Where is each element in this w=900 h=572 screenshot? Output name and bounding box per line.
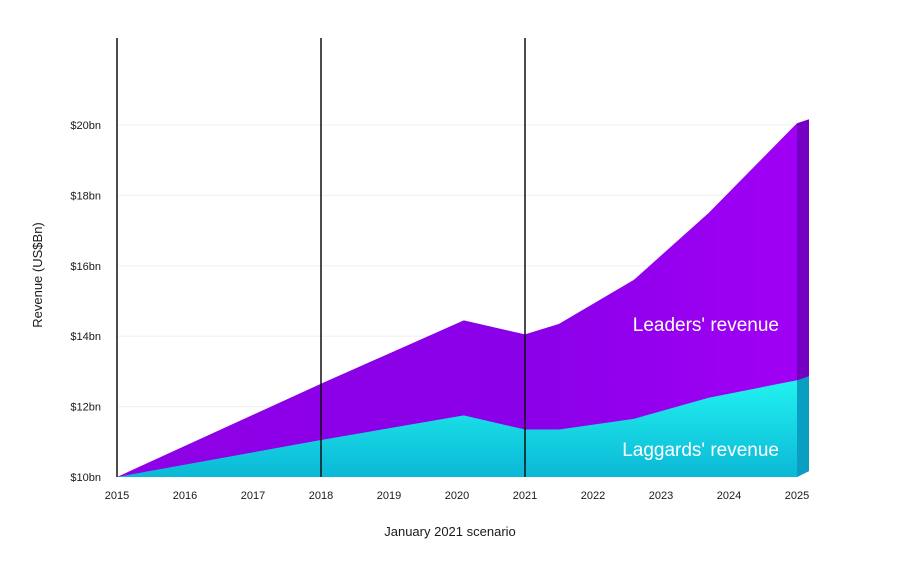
series-labels: Leaders' revenue Laggards' revenue bbox=[622, 315, 779, 461]
y-axis-title: Revenue (US$Bn) bbox=[30, 222, 45, 328]
series-label-laggards: Laggards' revenue bbox=[622, 440, 779, 461]
x-tick-label: 2018 bbox=[309, 490, 333, 502]
x-tick-label: 2025 bbox=[785, 490, 809, 502]
area-leaders bbox=[117, 123, 797, 477]
area-laggards bbox=[117, 380, 797, 477]
y-tick-label: $16bn bbox=[70, 261, 101, 273]
x-tick-label: 2019 bbox=[377, 490, 401, 502]
x-axis-ticks: 2015 2016 2017 2018 2019 2020 2021 2022 2023 2024… bbox=[105, 490, 809, 502]
x-axis-title: January 2021 scenario bbox=[384, 524, 516, 539]
series-label-leaders: Leaders' revenue bbox=[633, 315, 779, 336]
x-tick-label: 2015 bbox=[105, 490, 129, 502]
x-tick-label: 2016 bbox=[173, 490, 197, 502]
y-axis-ticks: $10bn $12bn $14bn $16bn $18bn $20bn bbox=[70, 120, 101, 484]
area-series bbox=[117, 119, 809, 478]
vertical-markers bbox=[116, 38, 526, 477]
y-tick-label: $18bn bbox=[70, 190, 101, 202]
x-tick-label: 2021 bbox=[513, 490, 537, 502]
y-tick-label: $20bn bbox=[70, 120, 101, 132]
y-tick-label: $10bn bbox=[70, 472, 101, 484]
y-tick-label: $12bn bbox=[70, 402, 101, 414]
area-side-laggards bbox=[797, 376, 809, 477]
x-tick-label: 2024 bbox=[717, 490, 741, 502]
x-tick-label: 2023 bbox=[649, 490, 673, 502]
x-tick-label: 2020 bbox=[445, 490, 469, 502]
y-tick-label: $14bn bbox=[70, 331, 101, 343]
x-tick-label: 2022 bbox=[581, 490, 605, 502]
x-tick-label: 2017 bbox=[241, 490, 265, 502]
